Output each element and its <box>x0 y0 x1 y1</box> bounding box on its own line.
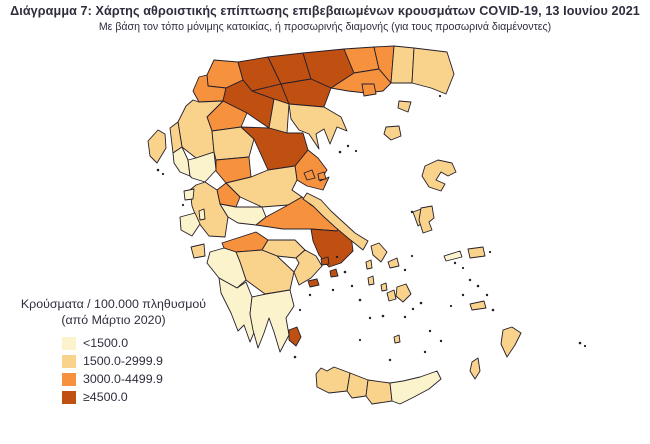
region-lefkada <box>183 188 195 201</box>
region-chalkidiki <box>288 103 348 150</box>
region-fokida <box>219 203 267 226</box>
region-evros <box>411 47 455 95</box>
region-samos <box>467 246 486 259</box>
region-sporades1 <box>303 169 316 181</box>
legend: Κρούσματα / 100.000 πληθυσμού (από Μάρτι… <box>6 297 221 408</box>
page-subtitle: Με βάση τον τόπο μόνιμης κατοικίας, ή πρ… <box>98 21 552 33</box>
region-ileia <box>206 247 247 289</box>
region-rodos <box>500 326 522 358</box>
region-tinos <box>387 257 400 269</box>
region-lesvos <box>421 159 457 192</box>
legend-swatch-1 <box>62 336 76 350</box>
region-chania <box>315 366 351 394</box>
region-kefalonia <box>179 212 201 237</box>
region-limnos <box>383 125 402 141</box>
legend-swatch-3 <box>62 372 76 386</box>
region-kavala <box>330 68 392 94</box>
region-kos <box>469 300 487 311</box>
region-thasos <box>361 83 377 97</box>
legend-item-3: 3000.0-4499.9 <box>62 372 221 386</box>
region-irakleio <box>365 379 393 405</box>
region-kea <box>365 259 373 270</box>
islet-dots <box>156 94 587 362</box>
region-lakonia <box>249 289 295 353</box>
legend-swatch-4 <box>62 390 76 404</box>
region-milos <box>288 326 302 347</box>
legend-title-line1: Κρούσματα / 100.000 πληθυσμού <box>20 297 207 311</box>
region-lasithi <box>389 370 442 405</box>
region-samothraki <box>397 100 412 113</box>
region-ikaria <box>443 250 463 262</box>
region-fthiotida <box>225 165 303 208</box>
region-ithaki <box>198 208 206 221</box>
legend-item-2: 1500.0-2999.9 <box>62 354 221 368</box>
region-chios <box>418 205 435 234</box>
region-achaia <box>221 231 269 253</box>
legend-label-3: 3000.0-4499.9 <box>83 372 163 386</box>
region-naxos <box>395 283 412 303</box>
region-karpathos <box>469 357 481 380</box>
legend-title: Κρούσματα / 100.000 πληθυσμού (από Μάρτι… <box>6 297 221 328</box>
region-zakynthos <box>190 243 206 259</box>
region-ioannina <box>177 99 224 159</box>
legend-label-4: ≥4500.0 <box>83 390 128 404</box>
region-santorini <box>393 334 401 344</box>
region-argolida <box>293 249 323 286</box>
header: Διάγραμμα 7: Χάρτης αθροιστικής επίπτωση… <box>0 4 650 33</box>
region-rethymno <box>346 372 369 399</box>
region-syros <box>380 282 388 292</box>
map-regions <box>147 45 522 405</box>
region-evia <box>302 192 369 251</box>
region-arta <box>187 151 217 183</box>
legend-item-4: ≥4500.0 <box>62 390 221 404</box>
legend-title-line2: (από Μάρτιο 2020) <box>61 312 166 327</box>
legend-item-1: <1500.0 <box>62 336 221 350</box>
region-paros <box>386 289 397 302</box>
page-title: Διάγραμμα 7: Χάρτης αθροιστικής επίπτωση… <box>10 4 640 18</box>
legend-swatch-2 <box>62 354 76 368</box>
region-kythnos <box>367 275 375 286</box>
region-salamina <box>320 256 330 266</box>
region-sporades2 <box>317 171 327 181</box>
region-thessaloniki <box>280 78 332 108</box>
legend-items: <1500.0 1500.0-2999.9 3000.0-4499.9 ≥4500.0 <box>62 336 221 404</box>
region-kerkyra <box>147 129 167 164</box>
region-aigina <box>329 268 339 278</box>
legend-label-1: <1500.0 <box>83 336 129 350</box>
region-rodopi <box>390 45 415 84</box>
region-ydra <box>307 278 320 288</box>
region-andros <box>370 242 388 263</box>
legend-label-2: 1500.0-2999.9 <box>83 354 163 368</box>
